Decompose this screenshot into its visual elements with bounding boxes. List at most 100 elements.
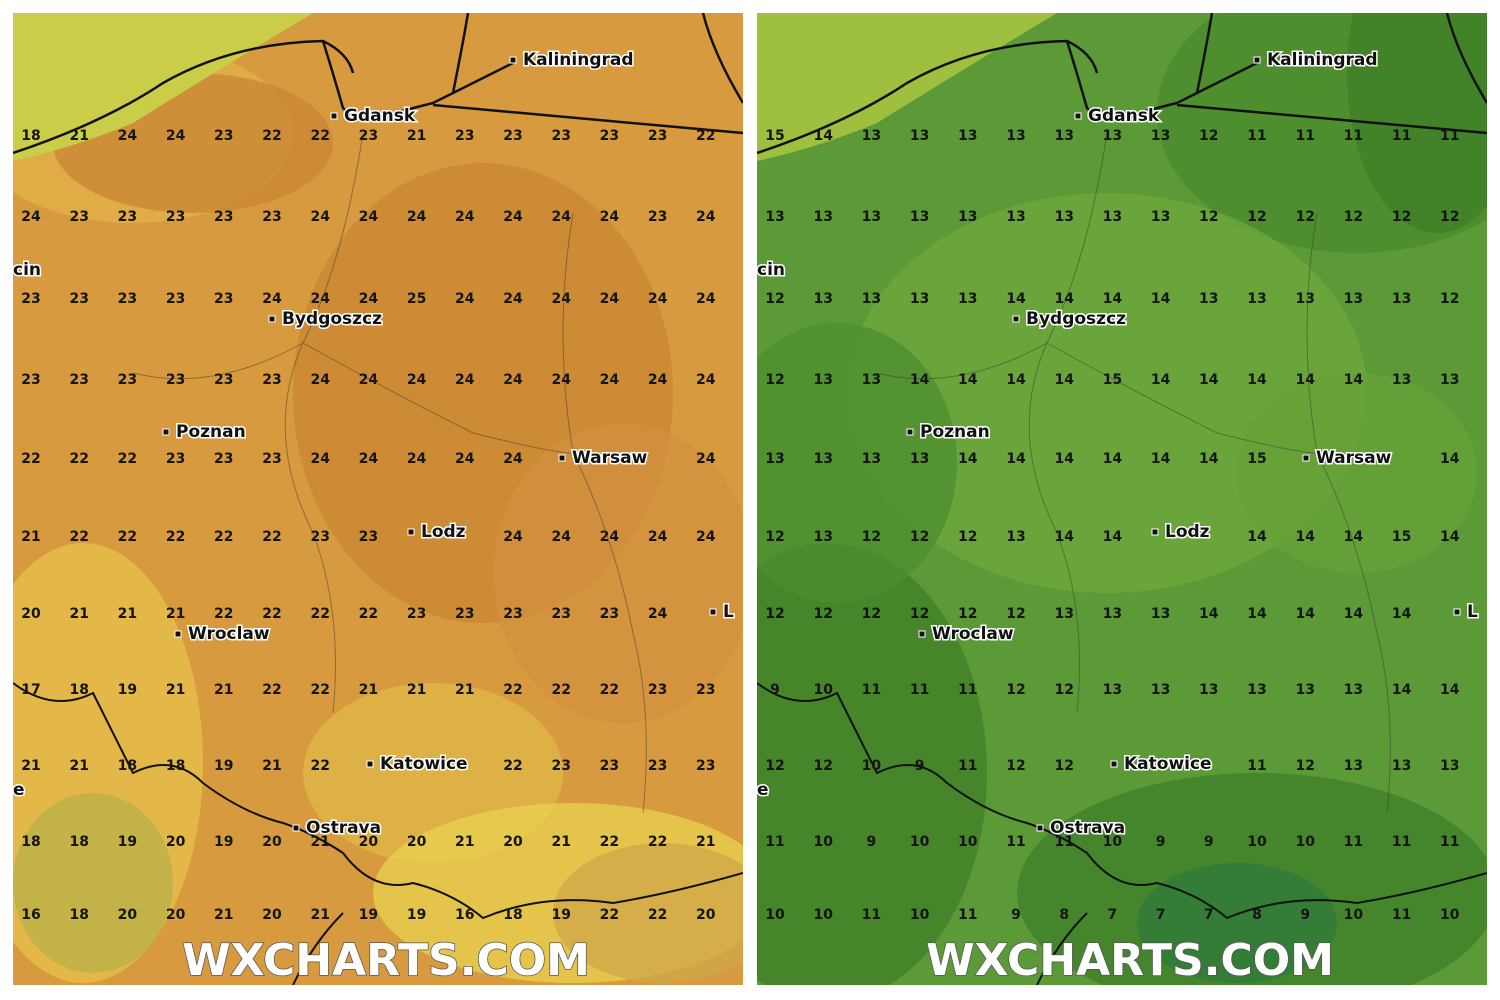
grid-value: 22 (600, 834, 619, 850)
city-label: Ostrava (306, 818, 381, 838)
city-marker (1453, 608, 1461, 616)
grid-value: 13 (813, 291, 832, 307)
city-label: Ostrava (1050, 818, 1125, 838)
grid-value: 12 (1295, 758, 1314, 774)
grid-value: 24 (600, 291, 620, 307)
grid-value: 14 (1103, 451, 1123, 467)
grid-value: 22 (118, 529, 137, 545)
grid-value: 13 (910, 209, 929, 225)
grid-value: 7 (1108, 907, 1118, 923)
grid-value: 13 (1103, 209, 1122, 225)
grid-value: 11 (1247, 758, 1266, 774)
grid-value: 23 (214, 209, 233, 225)
grid-value: 23 (214, 372, 233, 388)
grid-value: 15 (1103, 372, 1122, 388)
grid-value: 13 (958, 291, 977, 307)
grid-value: 20 (262, 907, 282, 923)
grid-value: 14 (1440, 529, 1460, 545)
grid-value: 22 (262, 529, 281, 545)
grid-value: 23 (21, 291, 40, 307)
color-patch (757, 323, 957, 603)
grid-value: 11 (958, 907, 977, 923)
city-label: Wroclaw (932, 624, 1014, 644)
grid-value: 13 (1103, 606, 1122, 622)
grid-value: 22 (359, 606, 378, 622)
city-marker (709, 608, 717, 616)
grid-value: 24 (600, 209, 620, 225)
grid-value: 24 (551, 529, 571, 545)
grid-value: 14 (1344, 372, 1364, 388)
grid-value: 9 (867, 834, 877, 850)
grid-value: 13 (1295, 682, 1314, 698)
grid-value: 12 (1199, 209, 1218, 225)
grid-value: 12 (765, 606, 784, 622)
grid-value: 14 (1440, 451, 1460, 467)
grid-value: 12 (765, 758, 784, 774)
grid-value: 11 (1392, 834, 1411, 850)
grid-value: 21 (69, 128, 88, 144)
grid-value: 9 (1204, 834, 1214, 850)
grid-value: 23 (600, 606, 619, 622)
city-label: Warsaw (1316, 448, 1392, 468)
grid-value: 10 (1440, 907, 1460, 923)
grid-value: 18 (503, 907, 522, 923)
grid-value: 23 (696, 758, 715, 774)
grid-value: 24 (696, 529, 716, 545)
grid-value: 24 (503, 291, 523, 307)
grid-value: 14 (1103, 529, 1123, 545)
border (757, 682, 1487, 985)
coastline (757, 13, 1487, 155)
grid-value: 9 (770, 682, 780, 698)
city-label: Bydgoszcz (1026, 309, 1126, 329)
grid-value: 23 (262, 372, 281, 388)
grid-value: 14 (958, 372, 978, 388)
city-marker (509, 56, 517, 64)
grid-value: 11 (1344, 834, 1363, 850)
grid-value: 23 (118, 291, 137, 307)
grid-value: 11 (1006, 834, 1025, 850)
grid-value: 21 (407, 128, 426, 144)
grid-value: 12 (1006, 682, 1025, 698)
grid-value: 8 (1252, 907, 1262, 923)
grid-value: 23 (551, 758, 570, 774)
grid-value: 24 (455, 372, 475, 388)
grid-value: 19 (214, 758, 233, 774)
grid-value: 18 (21, 834, 40, 850)
grid-value: 9 (1011, 907, 1021, 923)
grid-value: 14 (1006, 372, 1026, 388)
grid-value: 13 (1006, 529, 1025, 545)
grid-value: 13 (1054, 606, 1073, 622)
grid-value: 16 (21, 907, 40, 923)
grid-value: 12 (958, 606, 977, 622)
grid-value: 13 (1151, 682, 1170, 698)
grid-value: 19 (118, 834, 137, 850)
city-label: L (1467, 602, 1478, 622)
city-label: Warsaw (572, 448, 648, 468)
grid-value: 23 (455, 128, 474, 144)
grid-value: 14 (1006, 291, 1026, 307)
grid-value: 22 (69, 451, 88, 467)
grid-value: 13 (862, 128, 881, 144)
grid-value: 12 (1006, 606, 1025, 622)
city-marker (558, 454, 566, 462)
grid-value: 14 (1295, 372, 1315, 388)
grid-value: 23 (118, 209, 137, 225)
city-marker (1302, 454, 1310, 462)
grid-value: 23 (551, 128, 570, 144)
watermark: WXCHARTS.COM (926, 935, 1334, 986)
grid-value: 24 (455, 291, 475, 307)
grid-value: 14 (1392, 606, 1412, 622)
grid-value: 11 (1295, 128, 1314, 144)
grid-value: 22 (262, 606, 281, 622)
grid-value: 24 (407, 451, 427, 467)
city-marker (1012, 315, 1020, 323)
grid-value: 13 (813, 451, 832, 467)
grid-value: 13 (1103, 128, 1122, 144)
grid-value: 19 (118, 682, 137, 698)
grid-value: 13 (1247, 291, 1266, 307)
color-patch (1347, 13, 1487, 233)
grid-value: 14 (1199, 451, 1219, 467)
grid-value: 24 (696, 372, 716, 388)
grid-value: 24 (407, 372, 427, 388)
grid-value: 12 (862, 606, 881, 622)
